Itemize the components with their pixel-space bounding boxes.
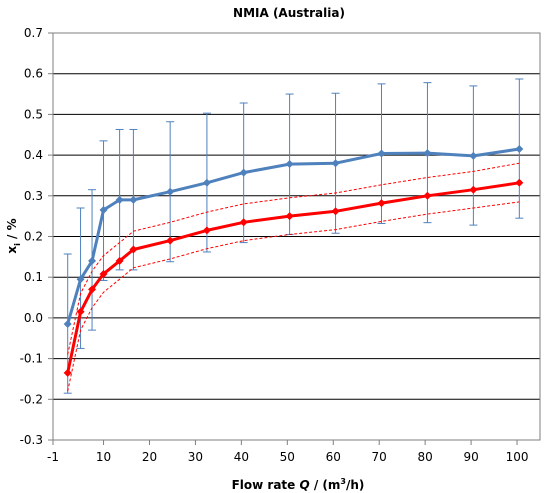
x-axis-ticks: -1 10 20 30 40 50 60 70 80 90 100 [47,440,528,464]
y-tick-label: 0.3 [24,189,43,203]
y-tick-label: -0.1 [20,352,43,366]
y-axis-ticks: -0.3 -0.2 -0.1 0.0 0.1 0.2 0.3 0.4 0.5 0.6 0.7 [20,26,53,447]
data-point [63,320,72,329]
x-tick-label: 50 [280,450,295,464]
y-axis-title-subscript: i [13,243,22,246]
data-point [285,160,294,169]
gridlines [53,73,540,400]
data-point [115,256,124,265]
data-point [202,226,211,235]
y-tick-label: -0.2 [20,392,43,406]
data-point [377,149,386,158]
x-tick-label: 30 [188,450,203,464]
x-tick-label: 10 [96,450,111,464]
y-tick-label: 0.2 [24,230,43,244]
x-tick-label: 60 [326,450,341,464]
uncertainty-band-lower [67,201,520,392]
x-tick-label: 20 [142,450,157,464]
x-tick-label: -1 [47,450,59,464]
y-tick-label: 0.0 [24,311,43,325]
y-tick-label: 0.7 [24,26,43,40]
x-tick-label: 90 [463,450,478,464]
data-point [76,307,85,316]
data-point [166,236,175,245]
series-line [66,181,520,374]
data-point [99,206,108,215]
y-tick-label: 0.6 [24,67,43,81]
data-point [76,275,85,284]
series-2 [63,162,524,392]
data-point [285,212,294,221]
data-point [515,144,524,153]
y-tick-label: -0.3 [20,433,43,447]
x-tick-label: 40 [234,450,249,464]
y-axis-title-main: x [5,246,19,254]
y-axis-title-unit: / % [5,218,19,243]
data-point [331,207,340,216]
data-point [423,191,432,200]
data-point [88,256,97,265]
x-tick-label: 70 [372,450,387,464]
x-tick-label: 100 [506,450,529,464]
data-point [129,195,138,204]
data-point [63,368,72,377]
data-point [239,218,248,227]
data-point [515,178,524,187]
chart-title: NMIA (Australia) [233,6,345,20]
data-point [377,199,386,208]
series-layer [63,78,524,394]
x-axis-title-prefix: Flow rate [232,478,300,492]
x-axis-title: Flow rate Q / (m3/h) [232,477,365,492]
series-1 [63,78,524,394]
x-tick-label: 80 [418,450,433,464]
data-point [166,187,175,196]
data-point [423,149,432,158]
x-axis-title-unit-end: /h) [346,478,364,492]
y-tick-label: 0.1 [24,270,43,284]
data-point [88,285,97,294]
data-point [469,185,478,194]
y-tick-label: 0.4 [24,148,43,162]
data-point [129,245,138,254]
data-point [239,168,248,177]
x-axis-title-unit-start: / (m [310,478,341,492]
data-point [99,269,108,278]
data-point [202,178,211,187]
x-axis-title-superscript: 3 [340,477,346,486]
data-point [469,151,478,160]
data-point [331,159,340,168]
y-axis-title: xi / % [5,218,22,253]
y-tick-label: 0.5 [24,107,43,121]
data-point [115,195,124,204]
uncertainty-band-upper [67,162,520,355]
x-axis-title-variable: Q [299,478,309,492]
